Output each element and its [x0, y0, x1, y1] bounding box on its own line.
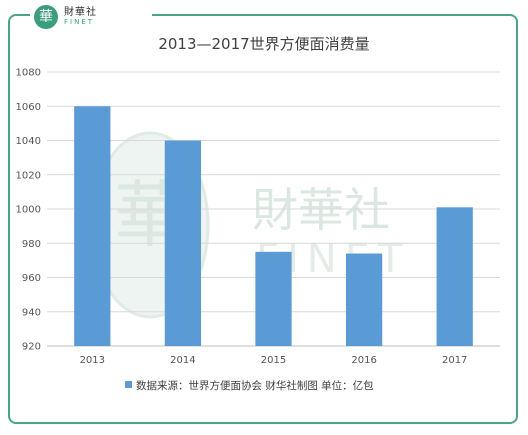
- x-tick-label: 2016: [351, 355, 376, 366]
- brand-name-en: FINET: [64, 18, 95, 26]
- x-axis-ticks: 2013 2014 2015 2016 2017: [80, 355, 468, 366]
- y-axis-ticks: 920 940 960 980 1000 1020 1040 1060 1080: [16, 68, 41, 353]
- y-tick-label: 1020: [16, 170, 41, 181]
- x-tick-label: 2014: [170, 355, 195, 366]
- bar-2016: [345, 253, 383, 346]
- bar-2014: [164, 140, 202, 346]
- y-tick-label: 920: [22, 342, 41, 353]
- y-tick-label: 1060: [16, 102, 41, 113]
- finet-seal-icon: 華: [34, 5, 58, 29]
- legend: 数据来源：世界方便面协会 财华社制图 单位：亿包: [125, 379, 374, 392]
- watermark-name-cn: 財華社: [252, 183, 390, 237]
- finet-logo: 華 財華社 FINET: [30, 4, 152, 30]
- y-tick-label: 1000: [16, 205, 41, 216]
- legend-label: 数据来源：世界方便面协会 财华社制图 单位：亿包: [136, 379, 374, 392]
- bar-2013: [74, 106, 111, 346]
- y-tick-label: 940: [22, 307, 41, 318]
- y-tick-label: 1040: [16, 136, 41, 147]
- bar-2015: [255, 251, 292, 346]
- bar-2017: [436, 207, 473, 346]
- x-tick-label: 2015: [261, 355, 286, 366]
- y-tick-label: 960: [22, 273, 41, 284]
- brand-name-cn: 財華社: [64, 7, 97, 18]
- gridlines: [47, 71, 500, 347]
- y-tick-label: 980: [22, 239, 41, 250]
- bar-series: [74, 106, 473, 346]
- x-tick-label: 2013: [80, 355, 105, 366]
- legend-swatch: [125, 381, 132, 388]
- chart-title: 2013—2017世界方便面消费量: [158, 35, 369, 53]
- x-tick-label: 2017: [442, 355, 467, 366]
- y-tick-label: 1080: [16, 68, 41, 79]
